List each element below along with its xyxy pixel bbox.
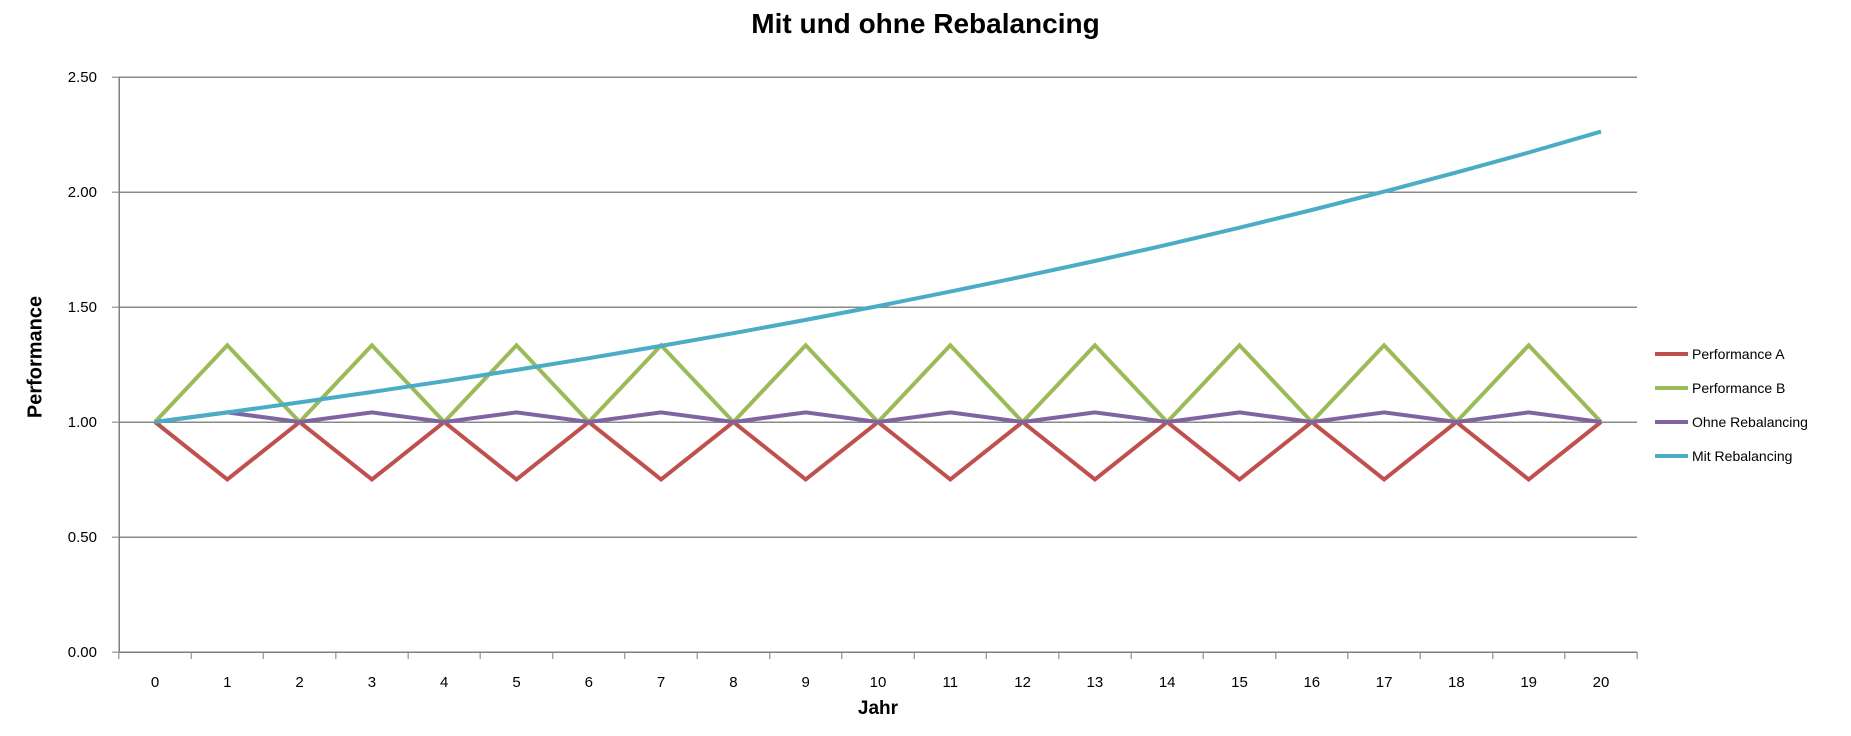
x-tick-label: 0 <box>151 674 159 691</box>
legend-label: Performance A <box>1692 346 1785 362</box>
y-tick-label: 2.50 <box>68 69 97 86</box>
y-tick-label: 0.00 <box>68 644 97 661</box>
x-tick-label: 9 <box>802 674 810 691</box>
y-tick-label: 1.50 <box>68 299 97 316</box>
legend: Performance A Performance B Ohne Rebalanci… <box>1655 337 1808 473</box>
series-line-mit-rebalancing <box>154 129 1602 424</box>
x-tick-label: 14 <box>1159 674 1176 691</box>
x-tick-label: 3 <box>368 674 376 691</box>
series-line-ohne-rebalancing <box>154 410 1602 425</box>
legend-item-mit-rebalancing: Mit Rebalancing <box>1655 439 1808 473</box>
legend-swatch <box>1655 386 1688 390</box>
x-tick-label: 19 <box>1520 674 1537 691</box>
legend-item-ohne-rebalancing: Ohne Rebalancing <box>1655 405 1808 439</box>
series-line-performance-a <box>153 419 1603 483</box>
legend-swatch <box>1655 352 1688 356</box>
x-tick-label: 4 <box>440 674 448 691</box>
x-tick-label: 15 <box>1231 674 1248 691</box>
x-tick-label: 18 <box>1448 674 1465 691</box>
legend-label: Mit Rebalancing <box>1692 448 1793 464</box>
x-tick-label: 13 <box>1087 674 1104 691</box>
x-tick-label: 11 <box>943 674 959 691</box>
x-tick-label: 5 <box>512 674 520 691</box>
x-tick-label: 17 <box>1376 674 1393 691</box>
x-tick-label: 20 <box>1593 674 1610 691</box>
x-tick-label: 10 <box>870 674 887 691</box>
y-tick-label: 2.00 <box>68 184 97 201</box>
legend-label: Performance B <box>1692 380 1786 396</box>
x-tick-label: 1 <box>223 674 231 691</box>
chart-title: Mit und ohne Rebalancing <box>751 8 1100 39</box>
legend-swatch <box>1655 420 1688 424</box>
x-tick-label: 12 <box>1014 674 1031 691</box>
x-tick-label: 2 <box>295 674 303 691</box>
legend-swatch <box>1655 454 1688 458</box>
x-tick-label: 6 <box>585 674 593 691</box>
x-tick-label: 16 <box>1303 674 1320 691</box>
legend-item-performance-b: Performance B <box>1655 371 1808 405</box>
legend-label: Ohne Rebalancing <box>1692 414 1808 430</box>
x-tick-label: 7 <box>657 674 665 691</box>
y-tick-label: 0.50 <box>68 529 97 546</box>
legend-item-performance-a: Performance A <box>1655 337 1808 371</box>
x-axis-title: Jahr <box>857 698 899 719</box>
x-tick-label: 8 <box>729 674 737 691</box>
y-tick-label: 1.00 <box>68 414 97 431</box>
